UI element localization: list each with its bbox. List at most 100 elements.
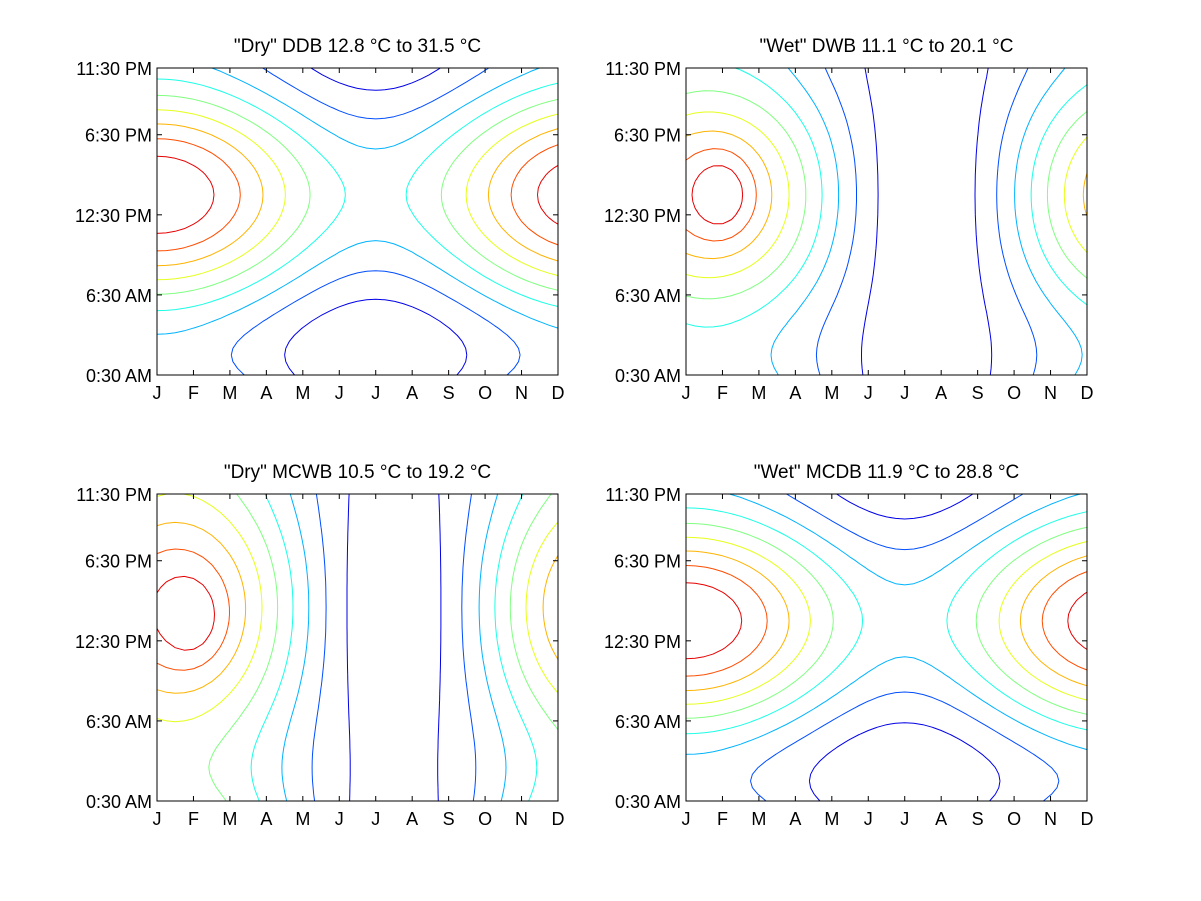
x-tick-label: N	[515, 383, 528, 403]
x-tick-label: M	[751, 383, 766, 403]
x-tick-label: M	[295, 809, 310, 829]
x-tick-label: N	[515, 809, 528, 829]
contour-level-9	[691, 165, 744, 225]
y-tick-label: 6:30 PM	[85, 126, 152, 146]
x-tick-label: J	[900, 383, 909, 403]
y-tick-label: 6:30 AM	[615, 712, 681, 732]
axes-frame	[156, 493, 559, 802]
x-tick-label: M	[295, 383, 310, 403]
y-tick-label: 0:30 AM	[615, 366, 681, 386]
subplot-wet-dwb: "Wet" DWB 11.1 °C to 20.1 °C J F M A M J J A S O N…	[604, 36, 1094, 403]
contour-level-1	[861, 67, 993, 376]
y-tick-label: 12:30 PM	[75, 632, 152, 652]
x-tick-label: D	[552, 809, 565, 829]
contour-level-2	[230, 67, 521, 376]
y-tick-label: 0:30 AM	[86, 366, 152, 386]
contour-level-7	[156, 123, 559, 267]
contour-lines	[156, 493, 559, 802]
x-tick-label: M	[824, 383, 839, 403]
contour-level-5	[685, 90, 1088, 300]
axis-ticks: J F M A M J J A S O N D 0:30 AM 6:30 AM 12:30 PM 6:30 P…	[604, 485, 1094, 829]
contour-level-9	[156, 575, 215, 651]
contour-level-8	[156, 548, 230, 671]
x-tick-label: J	[153, 809, 162, 829]
x-tick-label: D	[552, 383, 565, 403]
contour-level-7	[685, 550, 1088, 692]
x-tick-label: M	[222, 383, 237, 403]
x-tick-label: D	[1081, 383, 1094, 403]
x-tick-label: A	[260, 383, 272, 403]
x-tick-label: O	[478, 809, 492, 829]
y-tick-label: 0:30 AM	[86, 792, 152, 812]
x-tick-label: J	[682, 383, 691, 403]
subplot-title: "Wet" MCDB 11.9 °C to 28.8 °C	[754, 462, 1020, 483]
x-tick-label: A	[789, 383, 801, 403]
y-tick-label: 6:30 AM	[86, 286, 152, 306]
x-tick-label: J	[335, 809, 344, 829]
x-tick-label: J	[900, 809, 909, 829]
subplot-wet-mcdb: "Wet" MCDB 11.9 °C to 28.8 °C J F M A M J J A S O…	[604, 462, 1094, 829]
y-tick-label: 11:30 PM	[605, 59, 681, 79]
contour-level-1	[346, 493, 442, 802]
x-tick-label: A	[260, 809, 272, 829]
contour-level-1	[808, 493, 1001, 802]
x-tick-label: N	[1044, 809, 1057, 829]
x-tick-label: D	[1081, 809, 1094, 829]
x-tick-label: A	[789, 809, 801, 829]
contour-level-2	[311, 493, 477, 802]
contour-level-4	[685, 507, 1088, 735]
contour-level-6	[156, 109, 559, 281]
contour-level-9	[156, 155, 559, 234]
y-tick-label: 6:30 PM	[614, 552, 681, 572]
y-tick-label: 11:30 PM	[605, 485, 681, 505]
contour-level-4	[685, 67, 1088, 328]
contour-level-2	[815, 67, 1038, 376]
contour-lines	[685, 67, 1088, 376]
x-tick-label: F	[717, 383, 728, 403]
axis-ticks: J F M A M J J A S O N D 0:30 AM 6:30 AM 12:30 PM 6:30 P…	[604, 59, 1094, 403]
subplot-dry-mcwb: "Dry" MCWB 10.5 °C to 19.2 °C J F M A M J J A S O…	[75, 462, 565, 829]
axes-frame	[685, 493, 1088, 802]
contour-level-4	[250, 493, 538, 802]
x-tick-label: O	[478, 383, 492, 403]
x-tick-label: F	[188, 383, 199, 403]
x-tick-label: M	[222, 809, 237, 829]
contour-lines	[156, 67, 559, 376]
y-tick-label: 11:30 PM	[76, 485, 152, 505]
contour-level-5	[156, 94, 559, 295]
x-tick-label: S	[972, 383, 984, 403]
x-tick-label: F	[717, 809, 728, 829]
x-tick-label: J	[153, 383, 162, 403]
contour-level-6	[685, 536, 1088, 705]
contour-level-9	[685, 582, 1088, 660]
x-tick-label: S	[972, 809, 984, 829]
x-tick-label: S	[443, 383, 455, 403]
y-tick-label: 6:30 PM	[85, 552, 152, 572]
axes-frame	[156, 67, 559, 376]
x-tick-label: M	[751, 809, 766, 829]
contour-level-5	[208, 493, 559, 802]
axes-frame	[685, 67, 1088, 376]
y-tick-label: 6:30 AM	[86, 712, 152, 732]
subplot-dry-ddb: "Dry" DDB 12.8 °C to 31.5 °C J F M A M J J A S O N…	[75, 36, 565, 403]
x-tick-label: A	[406, 383, 418, 403]
contour-lines	[685, 493, 1088, 802]
y-tick-label: 11:30 PM	[76, 59, 152, 79]
contour-level-6	[156, 493, 559, 723]
x-tick-label: J	[371, 383, 380, 403]
y-tick-label: 0:30 AM	[615, 792, 681, 812]
contour-level-7	[156, 521, 559, 694]
contour-level-3	[770, 67, 1083, 376]
contour-level-3	[156, 67, 559, 335]
x-tick-label: M	[824, 809, 839, 829]
contour-level-4	[156, 78, 559, 312]
contour-level-6	[685, 111, 1088, 279]
x-tick-label: J	[864, 383, 873, 403]
contour-level-8	[156, 138, 559, 252]
x-tick-label: A	[935, 383, 947, 403]
contour-level-8	[685, 148, 757, 242]
contour-level-5	[685, 522, 1088, 719]
x-tick-label: O	[1007, 809, 1021, 829]
contour-level-3	[685, 493, 1088, 755]
